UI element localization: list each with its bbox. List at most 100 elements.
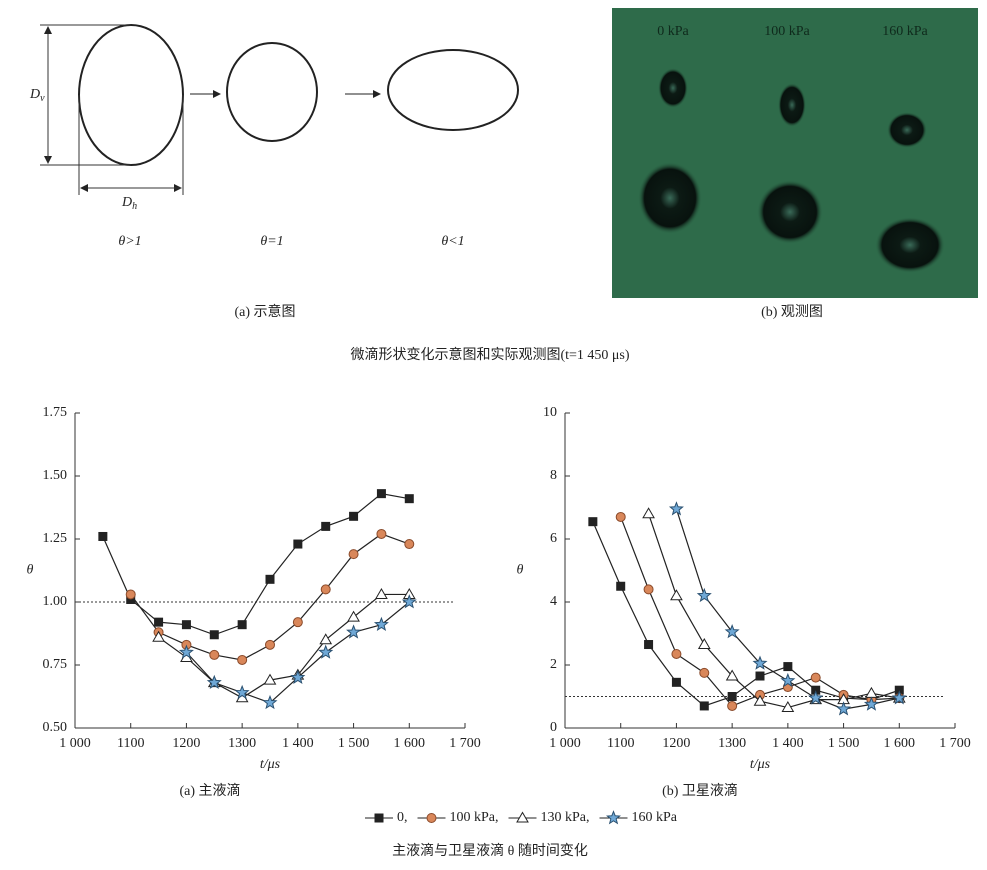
x-tick-label: 1 500	[828, 736, 860, 751]
marker	[209, 649, 220, 660]
y-axis-label: θ	[27, 563, 34, 578]
legend-label: 130 kPa,	[541, 810, 590, 825]
marker	[755, 671, 765, 681]
marker	[376, 489, 386, 499]
marker	[348, 549, 359, 560]
marker	[375, 587, 388, 599]
y-tick-label: 0	[550, 720, 557, 735]
marker	[181, 620, 191, 630]
marker	[125, 589, 136, 600]
marker	[262, 694, 278, 710]
x-tick-label: 1200	[662, 736, 690, 751]
droplet	[757, 180, 823, 244]
x-tick-label: 1 500	[338, 736, 370, 751]
marker	[290, 669, 306, 684]
series-line	[158, 593, 410, 699]
y-tick-label: 10	[543, 405, 557, 420]
legend: 0, 100 kPa, 130 kPa, 160 kPa	[365, 810, 678, 825]
marker	[401, 594, 417, 609]
figure-caption: 主液滴与卫星液滴 θ 随时间变化	[392, 842, 588, 859]
marker	[178, 644, 194, 659]
marker	[209, 630, 219, 640]
y-tick-label: 4	[550, 594, 557, 609]
marker	[347, 610, 360, 622]
legend-label: 100 kPa,	[450, 810, 499, 825]
caption: (b) 观测图	[761, 304, 823, 320]
marker	[376, 528, 387, 539]
marker	[753, 694, 767, 706]
marker	[671, 677, 681, 687]
droplet	[778, 83, 806, 127]
x-tick-label: 1300	[228, 736, 256, 751]
y-tick-label: 0.75	[43, 657, 68, 672]
droplet	[658, 68, 688, 108]
y-tick-label: 1.25	[43, 531, 68, 546]
photo: 0 kPa 100 kPa 160 kPa (b) 观测图	[612, 8, 978, 320]
marker	[699, 667, 710, 678]
marker	[810, 672, 821, 683]
marker	[404, 494, 414, 504]
y-tick-label: 8	[550, 468, 557, 483]
drop-wide	[387, 49, 519, 131]
marker	[643, 584, 654, 595]
y-tick-label: 6	[550, 531, 557, 546]
marker	[808, 690, 824, 705]
schematic: Dv Dh θ>1 θ=1 θ<1 (a) 示意图	[29, 24, 519, 320]
series-line	[102, 493, 410, 636]
shape-label: θ>1	[118, 234, 141, 249]
marker	[615, 511, 626, 522]
caption: (a) 示意图	[234, 303, 295, 320]
y-tick-label: 1.75	[43, 405, 68, 420]
legend-label: 160 kPa	[632, 810, 678, 825]
marker	[836, 701, 852, 716]
series-line	[185, 601, 410, 704]
marker	[404, 539, 415, 550]
marker	[865, 686, 878, 698]
marker	[98, 531, 108, 541]
marker	[668, 501, 684, 516]
marker	[606, 810, 621, 825]
marker	[320, 584, 331, 595]
marker	[891, 690, 907, 705]
marker	[374, 813, 384, 823]
marker	[644, 640, 654, 650]
x-tick-label: 1300	[718, 736, 746, 751]
x-tick-label: 1 600	[884, 736, 916, 751]
marker	[293, 539, 303, 549]
y-tick-label: 0.50	[43, 720, 68, 735]
marker	[780, 672, 796, 688]
marker	[670, 589, 683, 601]
marker	[237, 654, 248, 665]
marker	[671, 648, 682, 659]
marker	[616, 581, 626, 591]
marker	[699, 701, 709, 711]
y-tick-label: 1.00	[43, 594, 68, 609]
y-axis-label: θ	[517, 563, 524, 578]
x-tick-label: 1 700	[449, 736, 481, 751]
marker	[752, 655, 768, 670]
x-tick-label: 1 400	[282, 736, 314, 751]
droplet	[638, 162, 702, 234]
marker	[349, 511, 359, 521]
chart-caption: (a) 主液滴	[179, 782, 240, 799]
photo-label: 100 kPa	[764, 24, 810, 39]
marker	[263, 673, 277, 685]
dv-label: Dv	[29, 87, 45, 104]
marker	[234, 684, 250, 700]
chart-caption: (b) 卫星液滴	[662, 782, 738, 799]
marker	[318, 644, 334, 659]
marker	[265, 639, 275, 650]
series-line	[648, 513, 900, 709]
marker	[426, 813, 437, 823]
marker	[206, 674, 222, 690]
droplet	[887, 112, 927, 148]
drop-round	[226, 42, 318, 142]
x-tick-label: 1 400	[772, 736, 804, 751]
photo-label: 0 kPa	[657, 24, 689, 39]
marker	[725, 669, 739, 681]
x-tick-label: 1 700	[939, 736, 971, 751]
marker	[373, 616, 389, 632]
marker	[319, 633, 333, 645]
series-line	[592, 521, 900, 707]
x-tick-label: 1200	[172, 736, 200, 751]
